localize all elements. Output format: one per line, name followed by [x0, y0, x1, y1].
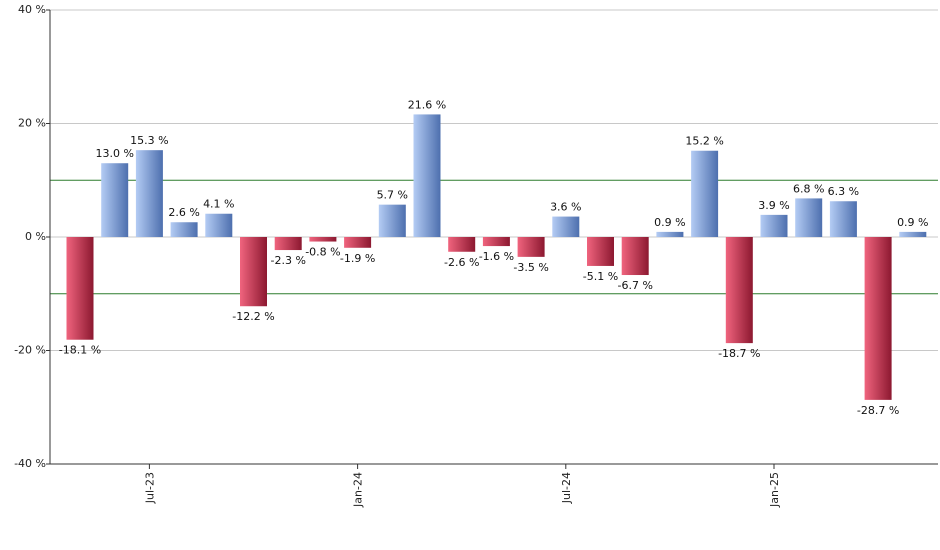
bar-3	[170, 222, 198, 237]
data-label-9: 5.7 %	[377, 189, 408, 202]
data-label-16: -6.7 %	[617, 279, 652, 292]
data-label-24: 0.9 %	[897, 216, 928, 229]
bar-1	[101, 163, 129, 237]
x-tick-label-1: Jan-24	[352, 472, 365, 508]
data-label-22: 6.3 %	[828, 185, 859, 198]
bar-14	[552, 216, 580, 237]
bar-17	[656, 231, 684, 237]
data-label-11: -2.6 %	[444, 256, 479, 269]
bar-15	[587, 237, 614, 266]
bar-9	[378, 204, 406, 237]
bar-22	[829, 201, 857, 237]
data-label-0: -18.1 %	[59, 344, 101, 357]
bar-4	[205, 213, 233, 237]
bar-13	[517, 237, 545, 257]
data-label-23: -28.7 %	[857, 404, 899, 417]
y-tick-label-3: -20 %	[14, 344, 46, 357]
data-label-19: -18.7 %	[718, 347, 760, 360]
bar-16	[621, 237, 649, 276]
bar-12	[482, 237, 510, 247]
bar-7	[309, 237, 337, 242]
data-label-6: -2.3 %	[270, 254, 305, 267]
data-label-18: 15.2 %	[685, 135, 723, 148]
bar-5	[240, 237, 267, 307]
reference-lines	[50, 179, 938, 295]
data-label-15: -5.1 %	[583, 270, 618, 283]
bar-24	[899, 231, 927, 237]
bar-0	[66, 237, 94, 340]
data-label-14: 3.6 %	[550, 201, 581, 214]
bar-10	[413, 114, 441, 237]
data-label-7: -0.8 %	[305, 246, 340, 259]
y-tick-label-2: 0 %	[25, 230, 46, 243]
data-label-21: 6.8 %	[793, 182, 824, 195]
x-tick-label-0: Jul-23	[143, 472, 156, 504]
data-label-4: 4.1 %	[203, 198, 234, 211]
data-label-1: 13.0 %	[95, 147, 133, 160]
data-label-20: 3.9 %	[758, 199, 789, 212]
data-label-8: -1.9 %	[340, 252, 375, 265]
x-tick-label-3: Jan-25	[768, 472, 781, 508]
y-tick-label-4: -40 %	[14, 457, 46, 470]
y-tick-label-0: 40 %	[18, 3, 46, 16]
data-label-12: -1.6 %	[479, 250, 514, 263]
bar-2	[135, 150, 163, 237]
axes: 40 % 20 % 0 % -20 % -40 % Jul-23 Jan-24 Jul-24 J…	[14, 3, 938, 508]
data-label-5: -12.2 %	[232, 310, 274, 323]
y-tick-label-1: 20 %	[18, 117, 46, 130]
bar-6	[274, 237, 302, 251]
data-label-13: -3.5 %	[513, 261, 548, 274]
data-label-10: 21.6 %	[408, 98, 446, 111]
bars	[66, 114, 927, 400]
data-labels: -18.1 % 13.0 %15.3 % 2.6 % 4.1 % -12.2 % -2.3…	[59, 98, 929, 416]
bar-19	[725, 237, 753, 344]
bar-20	[760, 214, 788, 237]
bar-8	[344, 237, 372, 248]
data-label-17: 0.9 %	[654, 216, 685, 229]
bar-18	[691, 150, 719, 237]
data-label-3: 2.6 %	[168, 206, 199, 219]
bar-11	[448, 237, 476, 252]
x-tick-label-2: Jul-24	[560, 472, 573, 504]
bar-21	[795, 198, 823, 237]
data-label-2: 15.3 %	[130, 134, 168, 147]
bar-23	[864, 237, 892, 400]
